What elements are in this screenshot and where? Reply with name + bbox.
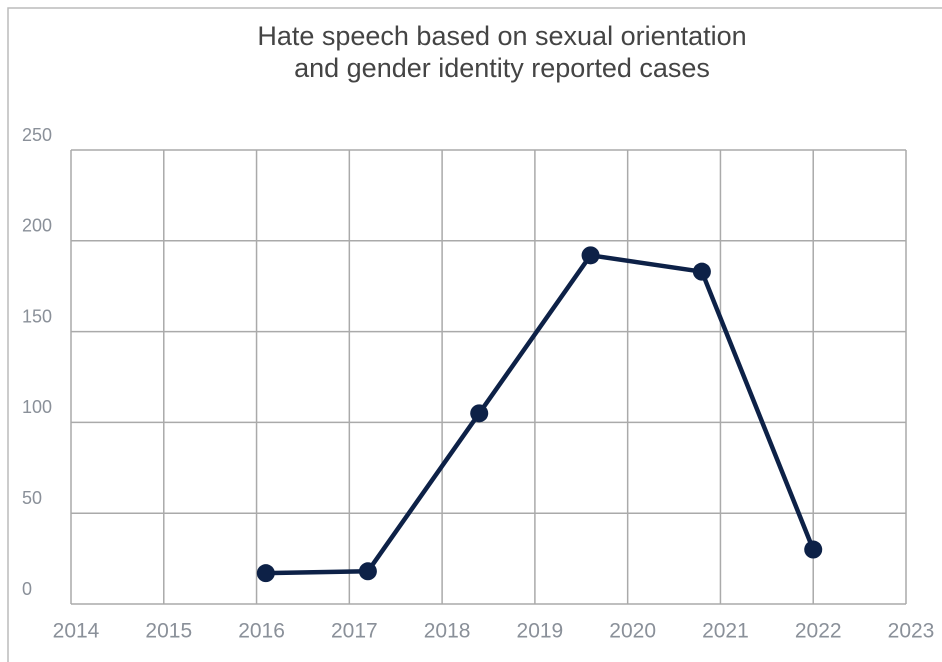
marker bbox=[256, 564, 275, 583]
marker bbox=[804, 540, 823, 559]
x-tick-label: 2019 bbox=[517, 620, 564, 643]
x-tick-label: 2016 bbox=[238, 620, 285, 643]
y-tick-label: 0 bbox=[22, 579, 32, 599]
y-tick-label: 200 bbox=[22, 216, 52, 236]
x-tick-label: 2021 bbox=[702, 620, 749, 643]
x-tick-label: 2018 bbox=[424, 620, 471, 643]
x-tick-label: 2022 bbox=[795, 620, 842, 643]
x-tick-label: 2015 bbox=[145, 620, 192, 643]
y-tick-label: 100 bbox=[22, 397, 52, 417]
y-tick-label: 150 bbox=[22, 306, 52, 326]
frame-border bbox=[7, 7, 942, 662]
x-tick-label: 2014 bbox=[53, 620, 100, 643]
marker bbox=[692, 262, 711, 281]
line bbox=[265, 253, 816, 576]
y-tick-label: 50 bbox=[22, 488, 42, 508]
marker bbox=[470, 404, 489, 423]
marker bbox=[581, 246, 600, 265]
marker bbox=[358, 562, 377, 581]
chart-title: Hate speech based on sexual orientation … bbox=[257, 21, 747, 83]
x-tick-label: 2017 bbox=[331, 620, 378, 643]
x-tick-label: 2020 bbox=[609, 620, 656, 643]
x-tick-label: 2023 bbox=[888, 620, 935, 643]
y-tick-label: 250 bbox=[22, 125, 52, 145]
